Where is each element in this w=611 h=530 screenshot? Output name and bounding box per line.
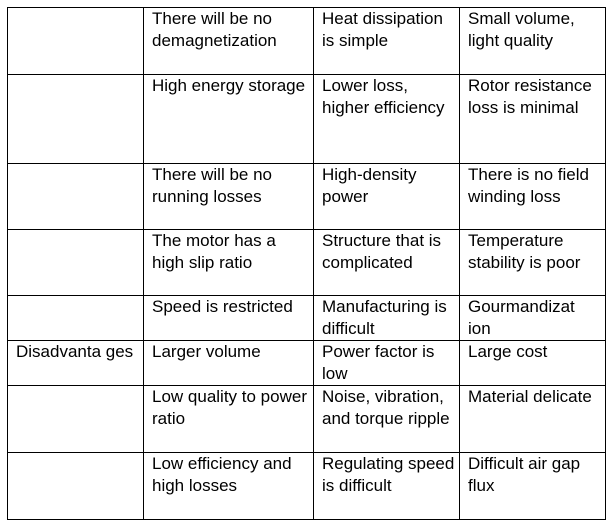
table-row: Low efficiency and high losses Regulatin… xyxy=(7,452,606,520)
table-cell: Heat dissipation is simple xyxy=(313,7,460,75)
table-row: There will be no running losses High-den… xyxy=(7,163,606,230)
category-cell xyxy=(7,7,144,75)
table-cell: Power factor is low xyxy=(313,340,460,386)
category-cell xyxy=(7,163,144,230)
table-cell: Lower loss, higher efficiency xyxy=(313,74,460,164)
table-cell: Gourmandizat ion xyxy=(459,295,606,341)
table-cell: High-density power xyxy=(313,163,460,230)
table-cell: Low quality to power ratio xyxy=(143,385,314,453)
category-cell xyxy=(7,295,144,341)
table-cell: Noise, vibration, and torque ripple xyxy=(313,385,460,453)
table-row: The motor has a high slip ratio Structur… xyxy=(7,229,606,296)
table-cell: High energy storage xyxy=(143,74,314,164)
table-cell: Structure that is complicated xyxy=(313,229,460,296)
table-cell: Material delicate xyxy=(459,385,606,453)
table-cell: There will be no running losses xyxy=(143,163,314,230)
table-cell: Rotor resistance loss is minimal xyxy=(459,74,606,164)
category-cell xyxy=(7,385,144,453)
table-cell: Larger volume xyxy=(143,340,314,386)
table-cell: Low efficiency and high losses xyxy=(143,452,314,520)
table-cell: Small volume, light quality xyxy=(459,7,606,75)
table-row: Low quality to power ratio Noise, vibrat… xyxy=(7,385,606,453)
table-cell: There will be no demagnetization xyxy=(143,7,314,75)
comparison-table: There will be no demagnetization Heat di… xyxy=(7,7,606,520)
table-cell: Temperature stability is poor xyxy=(459,229,606,296)
table-row: Disadvanta ges Larger volume Power facto… xyxy=(7,340,606,386)
table-cell: Large cost xyxy=(459,340,606,386)
table-row: Speed is restricted Manufacturing is dif… xyxy=(7,295,606,341)
category-cell xyxy=(7,452,144,520)
table-cell: Manufacturing is difficult xyxy=(313,295,460,341)
table-cell: Speed is restricted xyxy=(143,295,314,341)
category-cell xyxy=(7,74,144,164)
table-cell: The motor has a high slip ratio xyxy=(143,229,314,296)
table-row: There will be no demagnetization Heat di… xyxy=(7,7,606,75)
table-row: High energy storage Lower loss, higher e… xyxy=(7,74,606,164)
category-cell xyxy=(7,229,144,296)
category-cell: Disadvanta ges xyxy=(7,340,144,386)
table-cell: There is no field winding loss xyxy=(459,163,606,230)
table-cell: Difficult air gap flux xyxy=(459,452,606,520)
table-cell: Regulating speed is difficult xyxy=(313,452,460,520)
